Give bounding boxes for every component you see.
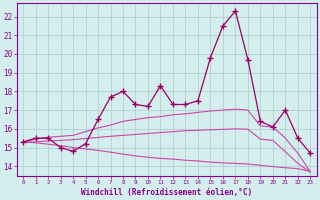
X-axis label: Windchill (Refroidissement éolien,°C): Windchill (Refroidissement éolien,°C) — [81, 188, 252, 197]
